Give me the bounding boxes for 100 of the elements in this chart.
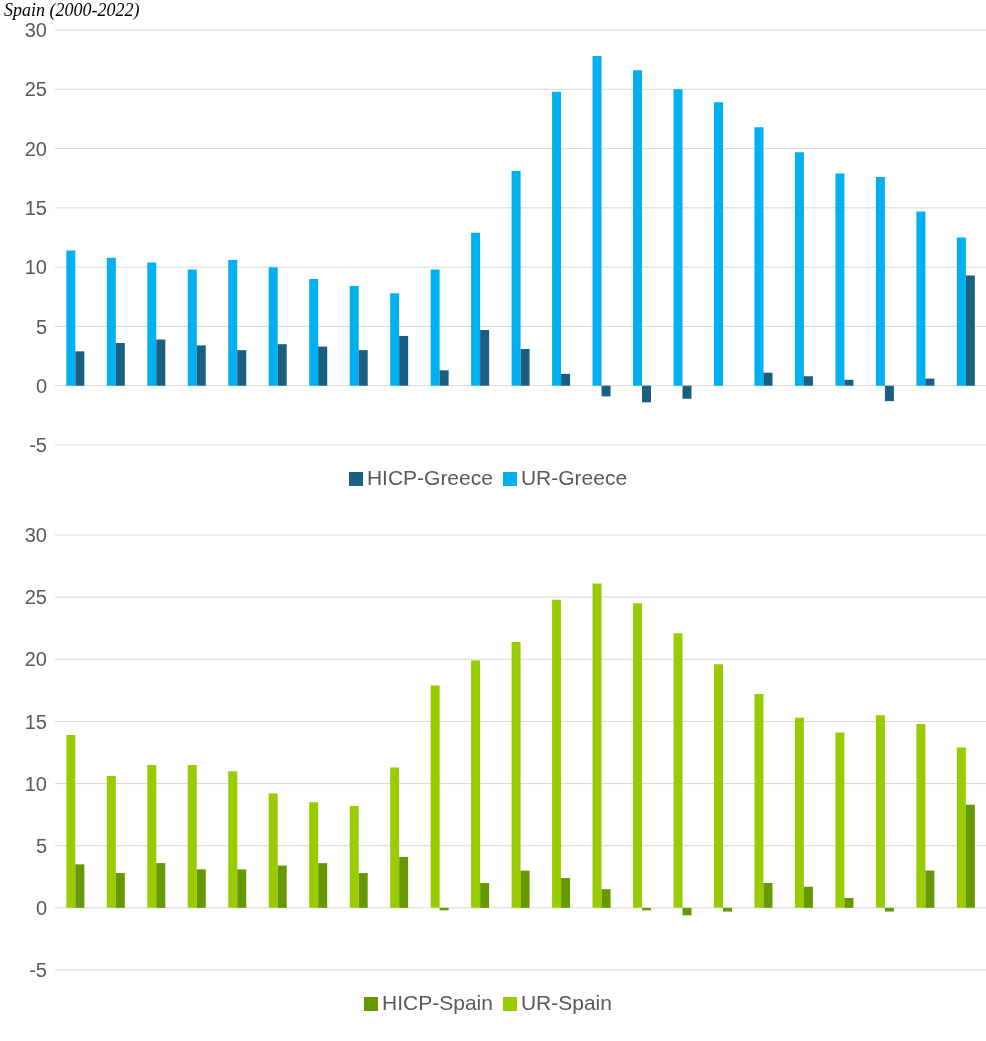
bar xyxy=(156,339,166,386)
bar xyxy=(763,372,773,386)
bar xyxy=(358,873,368,908)
y-tick-label: 5 xyxy=(35,315,47,338)
legend-label: HICP-Spain xyxy=(382,991,493,1014)
bar xyxy=(430,685,440,908)
legend-label: HICP-Greece xyxy=(366,466,493,489)
bar xyxy=(480,329,490,386)
bar xyxy=(471,232,481,386)
bar xyxy=(884,907,894,912)
bar xyxy=(75,864,85,908)
bar xyxy=(277,865,287,908)
bar xyxy=(237,350,247,386)
bar xyxy=(552,599,562,908)
y-tick-label: 25 xyxy=(24,78,47,101)
bar xyxy=(318,863,328,908)
y-tick-label: 0 xyxy=(35,374,47,397)
bar xyxy=(713,664,723,908)
bar xyxy=(956,237,966,386)
y-tick-label: 25 xyxy=(24,586,47,609)
bar xyxy=(147,764,157,908)
bar xyxy=(268,267,278,386)
bar xyxy=(633,603,643,908)
bar xyxy=(925,870,935,908)
bar xyxy=(471,660,481,908)
bar xyxy=(601,385,611,397)
legend-label: UR-Greece xyxy=(520,466,628,489)
bar xyxy=(196,869,206,908)
bar xyxy=(592,583,602,908)
y-tick-label: 30 xyxy=(24,524,47,547)
bar xyxy=(763,883,773,908)
bar xyxy=(511,171,521,386)
bar xyxy=(803,886,813,908)
y-tick-label: 15 xyxy=(24,710,47,733)
bar xyxy=(390,293,400,386)
bar xyxy=(520,348,530,386)
bar xyxy=(115,873,125,908)
y-tick-label: 10 xyxy=(24,256,47,279)
bar xyxy=(803,376,813,386)
bar xyxy=(682,907,692,916)
bar xyxy=(754,127,764,386)
bar xyxy=(561,373,571,386)
bar xyxy=(358,350,368,386)
y-tick-label: 20 xyxy=(24,137,47,160)
bar xyxy=(673,89,683,386)
bar xyxy=(106,257,116,386)
bar xyxy=(399,335,409,386)
bar xyxy=(439,370,449,386)
bar xyxy=(875,177,885,386)
bar xyxy=(722,907,732,912)
bar xyxy=(916,211,926,386)
bar xyxy=(965,804,975,908)
bar xyxy=(187,269,197,386)
bar xyxy=(156,863,166,908)
bar xyxy=(147,262,157,386)
y-tick-label: 15 xyxy=(24,196,47,219)
bar xyxy=(884,385,894,402)
bar xyxy=(956,747,966,908)
chart-title: Spain (2000-2022) xyxy=(3,0,141,20)
bar xyxy=(399,856,409,908)
bar xyxy=(601,889,611,908)
bar xyxy=(268,793,278,908)
bar xyxy=(844,897,854,908)
bar xyxy=(390,767,400,908)
bar xyxy=(844,379,854,386)
bar xyxy=(480,883,490,908)
bar xyxy=(633,70,643,386)
bar xyxy=(875,715,885,908)
bar xyxy=(228,771,238,908)
y-tick-label: -5 xyxy=(29,959,47,982)
bar xyxy=(115,343,125,386)
bar xyxy=(794,717,804,908)
bar xyxy=(511,641,521,908)
bar xyxy=(561,878,571,908)
y-tick-label: -5 xyxy=(29,434,47,457)
bar xyxy=(520,870,530,908)
bar xyxy=(237,869,247,908)
bar xyxy=(754,694,764,908)
bar xyxy=(309,802,319,908)
bar xyxy=(713,102,723,386)
bar xyxy=(75,351,85,386)
y-tick-label: 20 xyxy=(24,648,47,671)
bar xyxy=(430,269,440,386)
bar xyxy=(682,385,692,399)
bar xyxy=(916,723,926,908)
y-tick-label: 30 xyxy=(24,19,47,42)
legend-label: UR-Spain xyxy=(520,991,612,1014)
bar xyxy=(794,152,804,386)
bar xyxy=(349,805,359,908)
bar xyxy=(318,346,328,386)
bar xyxy=(673,633,683,908)
bar xyxy=(965,275,975,386)
bar xyxy=(552,91,562,386)
bar xyxy=(66,735,76,908)
bar xyxy=(835,173,845,386)
y-tick-label: 10 xyxy=(24,772,47,795)
bar xyxy=(66,250,76,386)
bar xyxy=(642,385,652,403)
bar xyxy=(349,286,359,386)
bar xyxy=(925,378,935,386)
